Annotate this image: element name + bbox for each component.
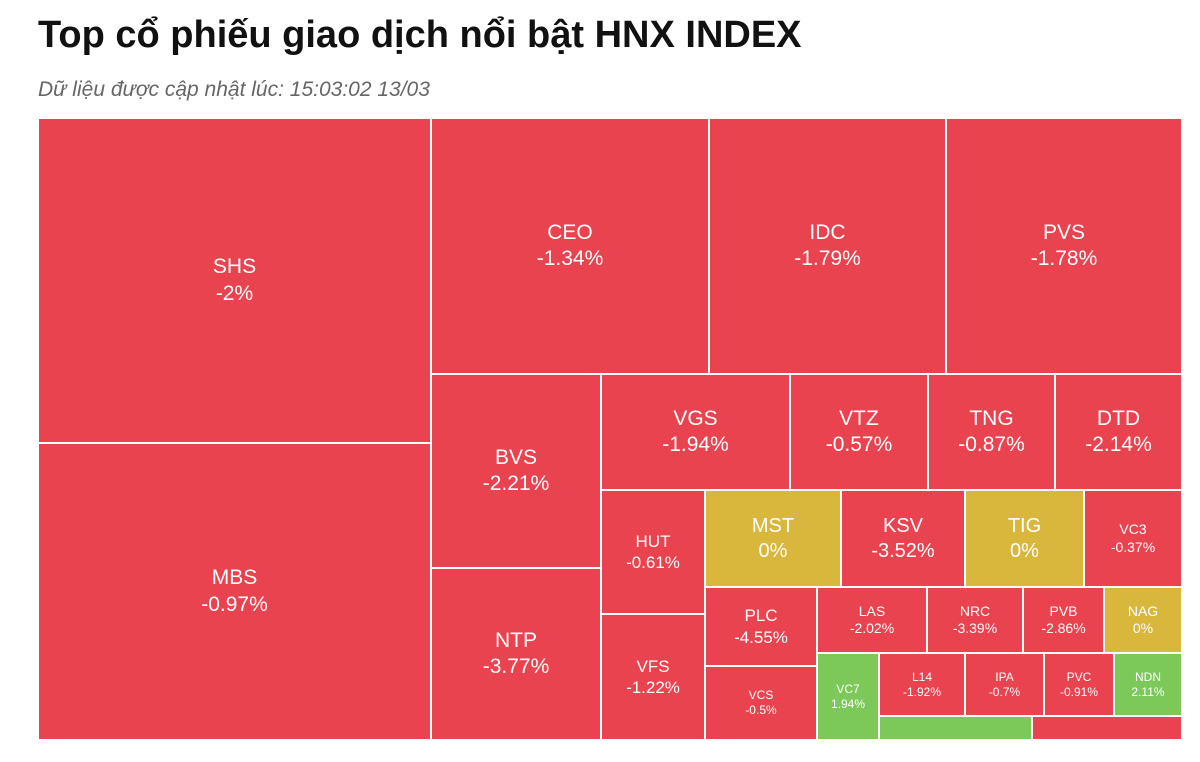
tile-symbol: BVS: [494, 445, 538, 469]
treemap-tile-tig[interactable]: TIG 0%: [965, 490, 1084, 587]
treemap-tile-nrc[interactable]: NRC -3.39%: [927, 587, 1023, 653]
treemap-tile-las[interactable]: LAS -2.02%: [817, 587, 927, 653]
treemap-tile-vgs[interactable]: VGS -1.94%: [601, 374, 790, 490]
tile-change: -0.7%: [988, 684, 1021, 699]
tile-symbol: VC3: [1119, 521, 1147, 537]
page-title: Top cổ phiếu giao dịch nổi bật HNX INDEX: [38, 14, 802, 56]
tile-change: -2.02%: [849, 620, 895, 636]
tile-change: -2.21%: [482, 472, 550, 495]
tile-symbol: KSV: [882, 514, 924, 537]
tile-symbol: VCS: [748, 688, 774, 702]
tile-change: -0.97%: [201, 592, 268, 616]
tile-symbol: IPA: [995, 669, 1014, 684]
tile-symbol: PVS: [1042, 220, 1086, 244]
tile-change: -2.14%: [1085, 433, 1152, 456]
treemap-tile-ceo[interactable]: CEO -1.34%: [431, 118, 709, 374]
tile-symbol: VGS: [673, 406, 718, 430]
tile-symbol: PVB: [1049, 602, 1078, 619]
tile-change: -0.61%: [626, 553, 680, 572]
tile-change: 0%: [758, 539, 788, 562]
tile-symbol: PVC: [1066, 669, 1092, 684]
tile-change: -0.57%: [825, 433, 893, 456]
tile-change: -4.55%: [734, 627, 788, 647]
treemap-tile-vcs[interactable]: VCS -0.5%: [705, 666, 817, 740]
treemap-tile-plc[interactable]: PLC -4.55%: [705, 587, 817, 666]
treemap-tile-mbs[interactable]: MBS -0.97%: [38, 443, 431, 740]
treemap-tile-l14[interactable]: L14 -1.92%: [879, 653, 965, 716]
tile-symbol: LAS: [858, 602, 886, 619]
treemap-tile-pvb[interactable]: PVB -2.86%: [1023, 587, 1104, 653]
tile-change: -1.78%: [1030, 247, 1098, 270]
tile-change: -1.92%: [902, 684, 942, 699]
tile-symbol: NTP: [495, 628, 537, 652]
tile-symbol: NRC: [959, 602, 991, 619]
tile-change: 0%: [1010, 539, 1039, 562]
tile-change: 0%: [1132, 620, 1154, 636]
tile-change: -3.77%: [482, 655, 550, 678]
treemap-tile-ipa[interactable]: IPA -0.7%: [965, 653, 1044, 716]
treemap-tile-nag[interactable]: NAG 0%: [1104, 587, 1182, 653]
tile-symbol: L14: [911, 669, 933, 684]
tile-symbol: NDN: [1135, 669, 1161, 684]
tile-change: -1.22%: [626, 678, 680, 697]
tile-symbol: VTZ: [839, 406, 879, 430]
tile-change: -0.5%: [745, 703, 777, 717]
tile-change: -1.79%: [794, 247, 861, 270]
tile-symbol: TIG: [1007, 514, 1042, 537]
tile-change: 2.11%: [1131, 684, 1165, 699]
treemap-tile-vfs[interactable]: VFS -1.22%: [601, 614, 705, 740]
tile-symbol: PLC: [744, 606, 778, 626]
treemap-tile-ntp[interactable]: NTP -3.77%: [431, 568, 601, 740]
tile-symbol: HUT: [635, 531, 671, 551]
tile-change: -0.37%: [1110, 538, 1156, 555]
tile-change: -2.86%: [1041, 620, 1086, 636]
treemap-tile-pvs[interactable]: PVS -1.78%: [946, 118, 1182, 374]
tile-change: -1.94%: [662, 433, 729, 456]
tile-symbol: VC7: [836, 681, 860, 696]
tile-symbol: NAG: [1127, 602, 1159, 619]
tile-symbol: MST: [751, 514, 795, 537]
tile-change: 1.94%: [830, 696, 866, 711]
tile-change: -3.52%: [871, 539, 935, 562]
treemap-tile-bvs[interactable]: BVS -2.21%: [431, 374, 601, 568]
tile-change: -0.91%: [1059, 684, 1099, 699]
treemap-tile-dtd[interactable]: DTD -2.14%: [1055, 374, 1182, 490]
treemap-tile-shs[interactable]: SHS -2%: [38, 118, 431, 443]
tile-symbol: MBS: [211, 566, 258, 590]
tile-change: -3.39%: [952, 620, 998, 636]
treemap-tile-pvc[interactable]: PVC -0.91%: [1044, 653, 1114, 716]
treemap-tile-ndn[interactable]: NDN 2.11%: [1114, 653, 1182, 716]
tile-symbol: DTD: [1096, 406, 1141, 430]
tile-change: -1.34%: [536, 247, 604, 270]
update-timestamp: Dữ liệu được cập nhật lúc: 15:03:02 13/0…: [38, 78, 430, 101]
tile-symbol: CEO: [547, 220, 593, 244]
tile-change: -0.87%: [958, 433, 1025, 456]
treemap-tile-vc7[interactable]: VC7 1.94%: [817, 653, 879, 740]
treemap-tile-mst[interactable]: MST 0%: [705, 490, 841, 587]
treemap-tile-unlabeled-29[interactable]: [1032, 716, 1182, 740]
treemap-chart: SHS -2% MBS -0.97% CEO -1.34% IDC -1.79% PVS -1.7…: [38, 118, 1182, 740]
tile-symbol: IDC: [809, 220, 846, 244]
treemap-tile-unlabeled-28[interactable]: [879, 716, 1032, 740]
tile-change: -2%: [215, 281, 254, 305]
tile-symbol: SHS: [212, 255, 257, 279]
tile-symbol: VFS: [636, 656, 670, 676]
treemap-tile-vtz[interactable]: VTZ -0.57%: [790, 374, 928, 490]
treemap-tile-hut[interactable]: HUT -0.61%: [601, 490, 705, 614]
treemap-tile-tng[interactable]: TNG -0.87%: [928, 374, 1055, 490]
treemap-tile-ksv[interactable]: KSV -3.52%: [841, 490, 965, 587]
treemap-tile-idc[interactable]: IDC -1.79%: [709, 118, 946, 374]
tile-symbol: TNG: [969, 406, 1014, 430]
treemap-tile-vc3[interactable]: VC3 -0.37%: [1084, 490, 1182, 587]
